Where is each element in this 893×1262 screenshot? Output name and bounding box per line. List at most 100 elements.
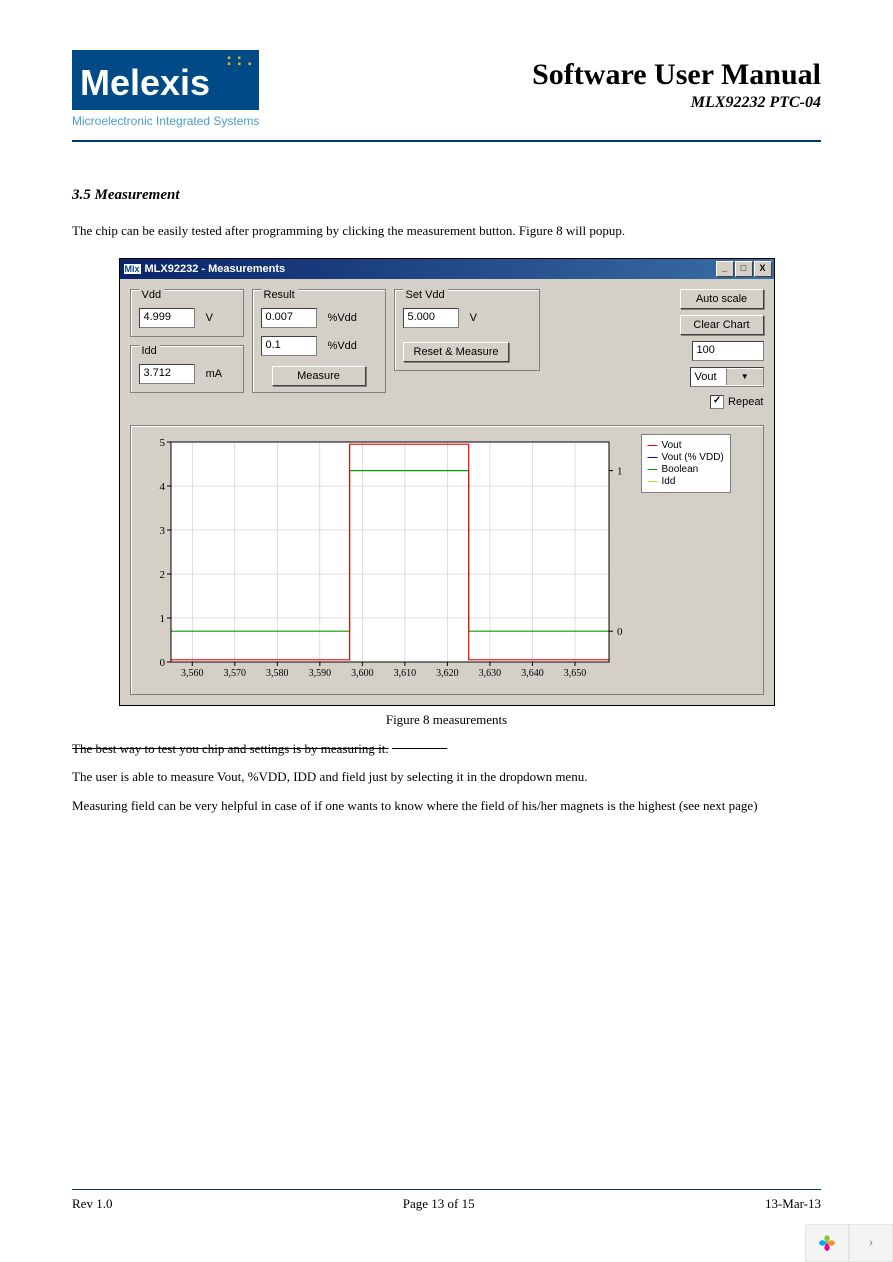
svg-text:3,640: 3,640 [521,668,544,679]
struck-blank [392,741,447,756]
svg-text:3: 3 [159,525,165,537]
result-unit-2: %Vdd [328,340,357,352]
group-set-vdd: Set Vdd 5.000 V Reset & Measure [394,289,540,371]
controls-row: Vdd 4.999 V Idd 3.712 mA Result 0.007 %V… [130,289,764,409]
page: Melexis ▪ ▪▪ ▪ ▪ Microelectronic Integra… [0,0,893,865]
svg-text:5: 5 [159,437,165,449]
page-header: Melexis ▪ ▪▪ ▪ ▪ Microelectronic Integra… [72,50,821,142]
reset-measure-button[interactable]: Reset & Measure [403,342,510,362]
clear-chart-button[interactable]: Clear Chart [680,315,764,335]
struck-paragraph: The best way to test you chip and settin… [72,740,821,758]
doc-title: Software User Manual [532,58,821,92]
intro-paragraph: The chip can be easily tested after prog… [72,222,821,240]
chevron-down-icon: ▼ [726,369,763,385]
doc-subtitle: MLX92232 PTC-04 [532,94,821,112]
result-unit-1: %Vdd [328,312,357,324]
minimize-button[interactable]: _ [716,261,734,277]
svg-text:2: 2 [159,569,165,581]
vdd-unit: V [206,312,213,324]
window-title: MLX92232 - Measurements [145,263,716,275]
pager-next-button[interactable]: › [849,1224,893,1262]
svg-text:0: 0 [617,626,623,638]
footer-page: Page 13 of 15 [403,1196,475,1212]
measurement-chart: 0 1 2 3 4 5 3,560 3,570 3,580 3,590 3,600 3,610 3,62… [135,434,635,686]
legend-label: Vout [662,440,682,451]
svg-text:3,600: 3,600 [351,668,374,679]
svg-text:3,560: 3,560 [181,668,204,679]
client-area: Vdd 4.999 V Idd 3.712 mA Result 0.007 %V… [120,279,774,705]
legend-item: — Idd [648,476,724,487]
signal-dropdown[interactable]: Vout ▼ [690,367,764,387]
maximize-button[interactable]: □ [735,261,753,277]
petal-icon [818,1234,836,1252]
footer-rev: Rev 1.0 [72,1196,112,1212]
svg-text:3,580: 3,580 [266,668,289,679]
footer-date: 13-Mar-13 [765,1196,821,1212]
svg-text:1: 1 [617,466,623,478]
svg-text:3,590: 3,590 [308,668,331,679]
svg-text:1: 1 [159,613,165,625]
legend-swatch-icon: — [648,452,658,463]
legend-label: Idd [662,476,676,487]
pager-logo-button[interactable] [805,1224,849,1262]
logo-dots-icon: ▪ ▪▪ ▪ ▪ [227,56,253,68]
group-idd-title: Idd [139,345,160,357]
chart-legend: — Vout — Vout (% VDD) — Boolean — Idd [641,434,731,493]
legend-item: — Vout [648,440,724,451]
window-controls: _ □ X [716,261,772,277]
svg-text:3,570: 3,570 [223,668,246,679]
svg-text:3,610: 3,610 [393,668,416,679]
group-result-title: Result [261,289,298,301]
legend-swatch-icon: — [648,464,658,475]
dropdown-value: Vout [691,371,727,383]
repeat-label: Repeat [728,396,763,408]
group-set-vdd-title: Set Vdd [403,289,448,301]
repeat-checkbox[interactable]: ✓ [710,395,724,409]
paragraph-3: Measuring field can be very helpful in c… [72,797,821,815]
legend-swatch-icon: — [648,476,658,487]
struck-text: The best way to test you chip and settin… [72,741,389,756]
legend-label: Vout (% VDD) [662,452,724,463]
svg-text:0: 0 [159,657,165,669]
section-heading: 3.5 Measurement [72,187,821,204]
paragraph-2: The user is able to measure Vout, %VDD, … [72,768,821,786]
page-footer: Rev 1.0 Page 13 of 15 13-Mar-13 [72,1189,821,1212]
svg-text:3,620: 3,620 [436,668,459,679]
legend-item: — Vout (% VDD) [648,452,724,463]
result-value-1[interactable]: 0.007 [261,308,317,328]
logo-tagline: Microelectronic Integrated Systems [72,114,259,128]
logo-wordmark: Melexis ▪ ▪▪ ▪ ▪ [72,50,259,110]
titlebar[interactable]: Mlx MLX92232 - Measurements _ □ X [120,259,774,279]
header-right: Software User Manual MLX92232 PTC-04 [532,58,821,112]
svg-text:4: 4 [159,481,165,493]
svg-text:3,650: 3,650 [563,668,586,679]
chevron-right-icon: › [869,1235,874,1251]
set-vdd-value[interactable]: 5.000 [403,308,459,328]
repeat-checkbox-row: ✓ Repeat [710,395,763,409]
set-vdd-unit: V [470,312,477,324]
app-icon: Mlx [124,264,141,274]
group-result: Result 0.007 %Vdd 0.1 %Vdd Measure [252,289,386,393]
svg-text:3,630: 3,630 [478,668,501,679]
group-vdd: Vdd 4.999 V [130,289,244,337]
legend-swatch-icon: — [648,440,658,451]
legend-item: — Boolean [648,464,724,475]
measurements-window: Mlx MLX92232 - Measurements _ □ X Vdd 4.… [119,258,775,706]
legend-label: Boolean [662,464,699,475]
auto-scale-button[interactable]: Auto scale [680,289,764,309]
vdd-value[interactable]: 4.999 [139,308,195,328]
count-input[interactable]: 100 [692,341,764,361]
logo: Melexis ▪ ▪▪ ▪ ▪ Microelectronic Integra… [72,50,259,128]
logo-text: Melexis [80,62,210,103]
group-vdd-title: Vdd [139,289,165,301]
figure-caption: Figure 8 measurements [72,712,821,728]
pdf-pager: › [805,1224,893,1262]
chart-panel: 0 1 2 3 4 5 3,560 3,570 3,580 3,590 3,600 3,610 3,62… [130,425,764,695]
idd-unit: mA [206,368,223,380]
close-button[interactable]: X [754,261,772,277]
idd-value[interactable]: 3.712 [139,364,195,384]
measure-button[interactable]: Measure [272,366,366,386]
result-value-2[interactable]: 0.1 [261,336,317,356]
group-idd: Idd 3.712 mA [130,345,244,393]
right-controls: Auto scale Clear Chart 100 Vout ▼ ✓ Repe… [680,289,764,409]
